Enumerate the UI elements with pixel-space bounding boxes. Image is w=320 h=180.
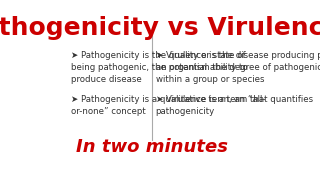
Text: Pathogenicity vs Virulence: Pathogenicity vs Virulence (0, 15, 320, 40)
Text: In two minutes: In two minutes (76, 138, 228, 156)
Text: ➤ Pathogenicity is a qualitative term, an “all-
or-none” concept: ➤ Pathogenicity is a qualitative term, a… (71, 95, 265, 116)
Text: ➤ Virulence is a term that quantifies
pathogenicity: ➤ Virulence is a term that quantifies pa… (156, 95, 313, 116)
Text: ➤ Virulence is the disease producing power of
an organism the degree of pathogen: ➤ Virulence is the disease producing pow… (156, 51, 320, 84)
Text: ➤ Pathogenicity is the quality or state of
being pathogenic, the potential abili: ➤ Pathogenicity is the quality or state … (71, 51, 247, 84)
